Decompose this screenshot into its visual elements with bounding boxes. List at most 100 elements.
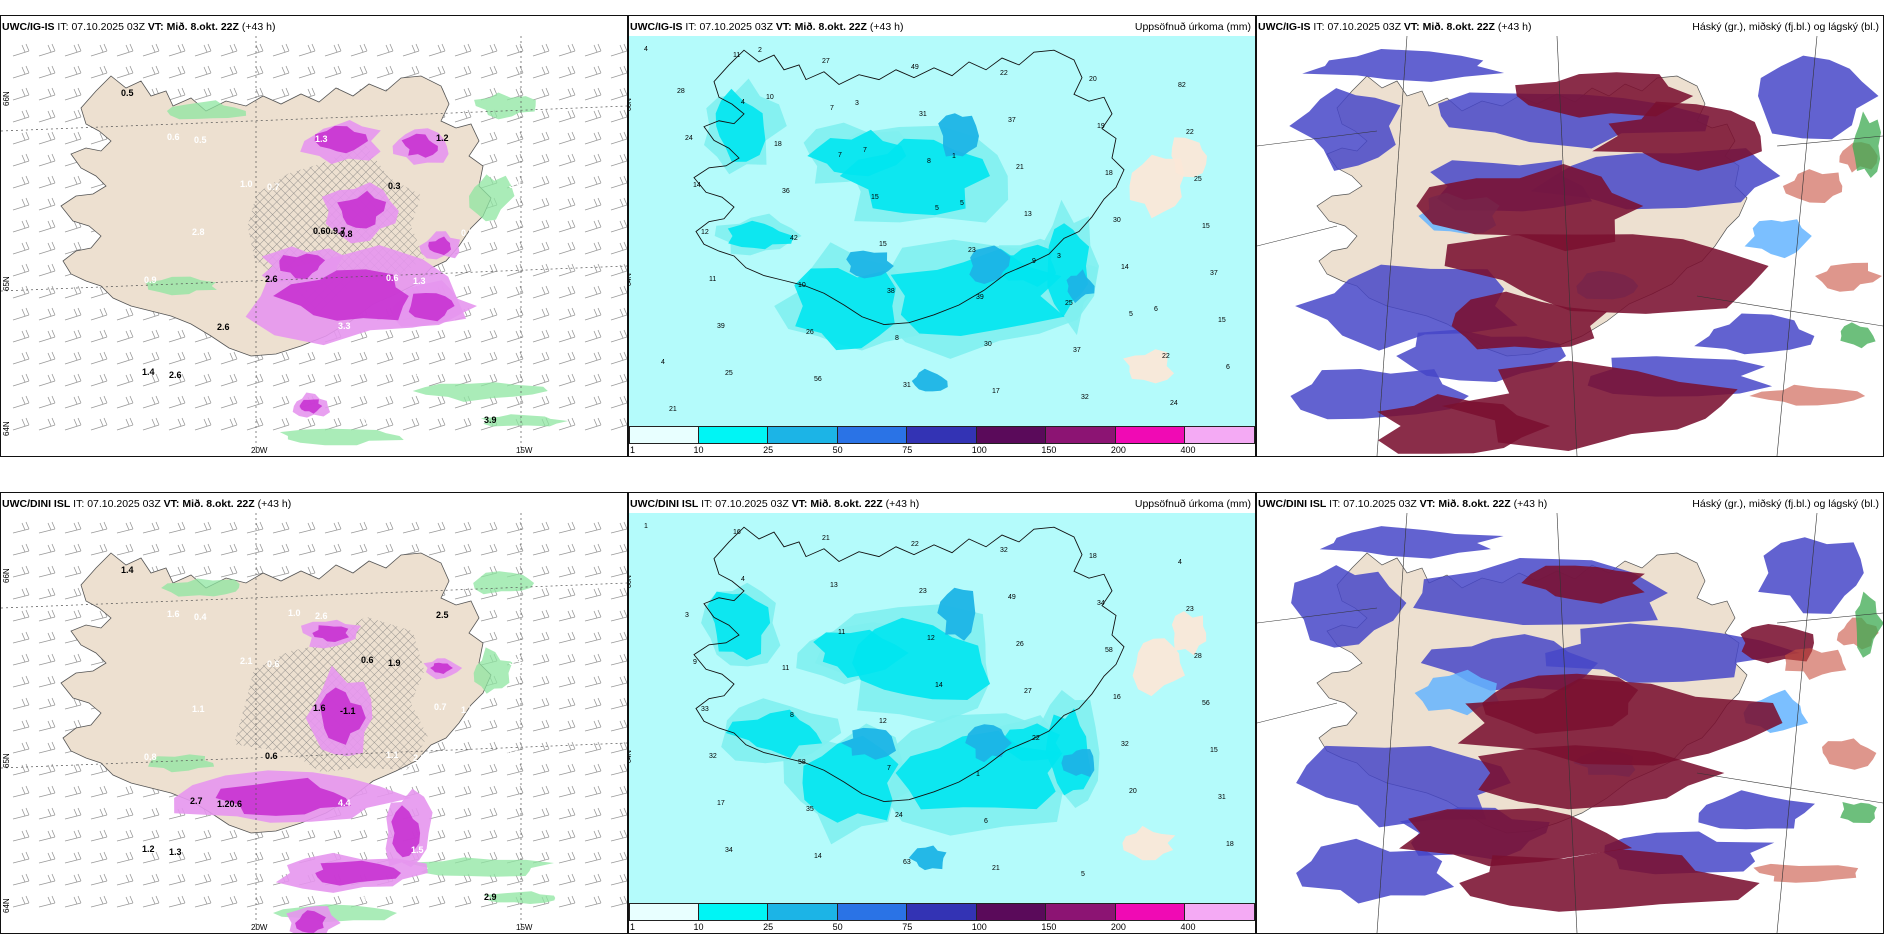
wind-barb — [142, 895, 160, 908]
precip-value: 3.9 — [484, 415, 497, 425]
wind-barb — [168, 329, 186, 343]
precip-value: 0.9 — [507, 749, 520, 759]
wind-barb — [376, 351, 394, 365]
wind-barb — [558, 285, 576, 299]
wind-barb — [298, 543, 316, 556]
precip-value: 0.6 — [361, 655, 374, 665]
wind-barb — [584, 675, 602, 688]
wind-barb — [610, 741, 627, 754]
wind-barb — [272, 851, 290, 864]
precip-value: 18 — [1089, 553, 1097, 560]
wind-barb — [64, 873, 82, 886]
wind-barb — [506, 763, 524, 776]
wind-barb — [168, 521, 186, 534]
precip-value: 3.3 — [509, 657, 522, 667]
model-name: UWC/IG-IS — [630, 21, 683, 33]
precip-value: 37 — [1073, 347, 1081, 354]
wind-barb — [428, 65, 446, 79]
precip-value: 0.9 — [144, 275, 157, 285]
wind-barb — [454, 109, 472, 123]
wind-barb — [142, 395, 160, 409]
wind-barb — [610, 329, 627, 343]
wind-barb — [272, 395, 290, 409]
green-precip — [474, 92, 536, 120]
wind-barb — [584, 109, 602, 123]
wind-barb — [376, 521, 394, 534]
precip-value: 15 — [879, 241, 887, 248]
precip-value: 1 — [952, 153, 956, 160]
wind-barb — [64, 351, 82, 365]
precip-value: 33 — [701, 706, 709, 713]
wind-barb — [298, 373, 316, 387]
wind-barb — [350, 829, 368, 842]
precip-value: 4 — [661, 359, 665, 366]
wind-barb — [558, 417, 576, 431]
wind-barb — [12, 351, 30, 365]
wind-barb — [454, 263, 472, 277]
wind-barb — [532, 675, 550, 688]
wind-barb — [558, 329, 576, 343]
colorbar-label: 75 — [902, 445, 913, 455]
wind-barb — [506, 153, 524, 167]
wind-barb — [12, 329, 30, 343]
vt-label: VT: — [1419, 498, 1436, 510]
precip-value: 82 — [1178, 82, 1186, 89]
wind-barb — [402, 351, 420, 365]
colorbar-swatch — [1046, 903, 1116, 921]
wind-barb — [506, 351, 524, 365]
wind-barb — [38, 631, 56, 644]
wind-barb — [506, 741, 524, 754]
wind-barb — [506, 219, 524, 233]
wind-barb — [350, 395, 368, 409]
wind-barb — [532, 285, 550, 299]
wind-barb — [584, 851, 602, 864]
precip-value: 0.7 — [434, 702, 447, 712]
precip-value: 28 — [677, 88, 685, 95]
wind-barb — [480, 241, 498, 255]
wind-barb — [272, 373, 290, 387]
cloud-title: Háský (gr.), miðský (fj.bl.) og lágský (… — [1692, 21, 1879, 33]
wind-barb — [428, 395, 446, 409]
colorbar-label: 50 — [832, 922, 843, 932]
wind-barb — [584, 43, 602, 57]
wind-barb — [454, 543, 472, 556]
mid-cloud — [1289, 88, 1401, 171]
wind-barb — [558, 543, 576, 556]
colorbar-label: 100 — [971, 922, 987, 932]
precip-value: 21 — [669, 406, 677, 413]
wind-barb — [90, 395, 108, 409]
precip-value: 7 — [838, 152, 842, 159]
wind-barb — [12, 807, 30, 820]
precip-value: 10 — [766, 94, 774, 101]
wind-barb — [64, 829, 82, 842]
high-cloud — [1377, 394, 1551, 454]
cyan-precip — [794, 268, 896, 351]
wind-barb — [558, 741, 576, 754]
wind-barb — [64, 895, 82, 908]
precip-value: 16 — [733, 529, 741, 536]
colorbar-swatch — [629, 426, 699, 444]
wind-barb — [38, 609, 56, 622]
wind-barb — [376, 395, 394, 409]
precip-value: 56 — [1202, 700, 1210, 707]
precip-shading — [145, 92, 569, 446]
wind-barb — [454, 521, 472, 534]
it-label: IT: — [701, 498, 713, 510]
precip-value: 8 — [790, 712, 794, 719]
precip-values: 0.5 0.5 0.7 0.8 1.3 1.5 2.6 2 1.3 0.3 0.5 0.9 2.6 1.9… — [121, 88, 522, 427]
wind-barb — [116, 43, 134, 57]
wind-barb — [506, 697, 524, 710]
precip-colorbar: 1 10 25 50 75 100 150 200 400 — [629, 426, 1255, 456]
wind-barb — [480, 131, 498, 145]
wind-barb — [584, 395, 602, 409]
wind-barb — [272, 87, 290, 101]
wind-barb — [558, 43, 576, 57]
wind-barb — [558, 175, 576, 189]
iceland-coastline — [693, 49, 1125, 326]
wind-barb — [12, 241, 30, 255]
wind-barb — [376, 43, 394, 57]
wind-barb — [12, 131, 30, 145]
wind-barb — [532, 829, 550, 842]
wind-barb — [272, 895, 290, 908]
green-precip — [473, 571, 535, 595]
